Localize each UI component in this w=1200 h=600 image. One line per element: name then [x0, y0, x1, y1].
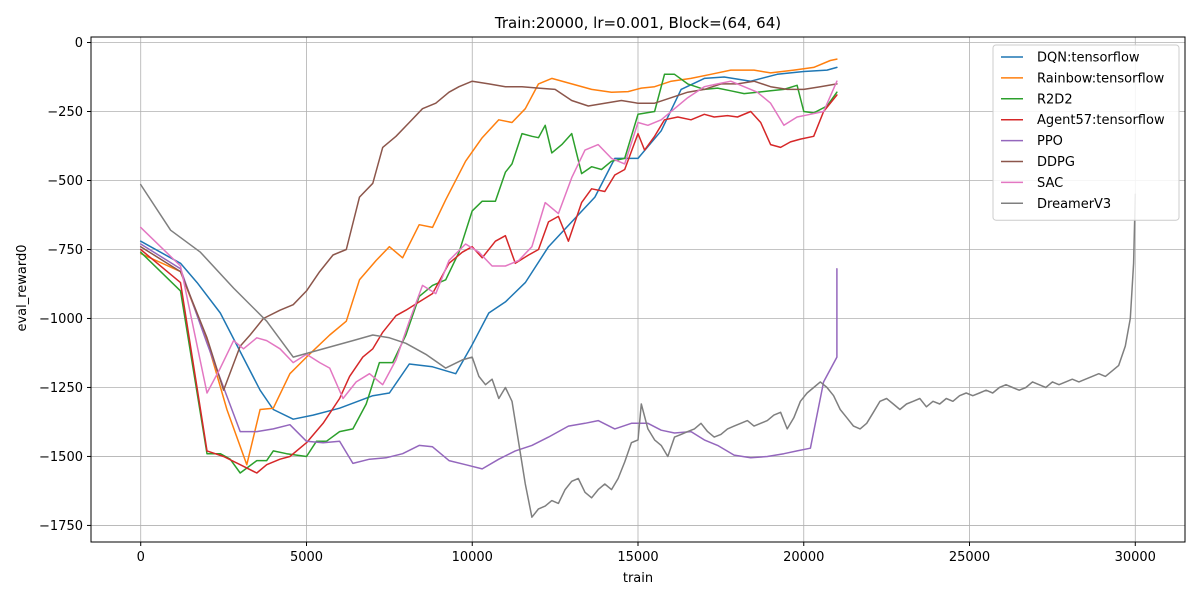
series-line-rainbow-tensorflow — [139, 58, 838, 466]
x-tick-label: 25000 — [949, 550, 990, 565]
y-tick-label: −1500 — [39, 450, 83, 465]
x-tick-label: 30000 — [1115, 550, 1156, 565]
series-line-dqn-tensorflow — [139, 66, 838, 420]
series-line-ddpg — [139, 80, 838, 391]
legend-box — [992, 44, 1180, 221]
series-line-r2d2 — [139, 73, 838, 474]
legend-label: Rainbow:tensorflow — [1037, 71, 1165, 86]
x-tick-label: 20000 — [783, 550, 824, 565]
y-tick-label: −750 — [47, 243, 83, 258]
y-tick-label: 0 — [75, 36, 83, 51]
x-tick-label: 15000 — [617, 550, 658, 565]
series-line-agent57-tensorflow — [139, 94, 838, 474]
series-line-sac — [139, 80, 838, 400]
x-tick-label: 0 — [137, 550, 145, 565]
y-tick-label: −250 — [47, 105, 83, 120]
legend-label: DDPG — [1037, 155, 1075, 170]
legend-label: SAC — [1037, 176, 1063, 191]
series-line-ppo — [139, 243, 838, 470]
y-tick-label: −1250 — [39, 381, 83, 396]
y-axis-title: eval_reward0 — [15, 244, 30, 331]
legend-label: DQN:tensorflow — [1037, 51, 1140, 66]
legend-label: Agent57:tensorflow — [1037, 113, 1165, 128]
y-tick-label: −1750 — [39, 519, 83, 534]
y-tick-label: −1000 — [39, 312, 83, 327]
chart-title: Train:20000, lr=0.001, Block=(64, 64) — [494, 14, 781, 32]
legend: DQN:tensorflow Rainbow:tensorflow R2D2 Agen… — [992, 44, 1180, 221]
axis-ticks: 0 5000 10000 15000 20000 25000 30000 −1750 −1500… — [39, 36, 1156, 565]
legend-label: DreamerV3 — [1037, 197, 1111, 212]
y-tick-label: −500 — [47, 174, 83, 189]
x-axis-title: train — [623, 571, 653, 586]
legend-label: R2D2 — [1037, 92, 1073, 107]
legend-label: PPO — [1037, 134, 1063, 149]
x-tick-label: 5000 — [290, 550, 323, 565]
x-tick-label: 10000 — [452, 550, 493, 565]
series-line-dreamerv3 — [139, 183, 1137, 518]
plot-series — [139, 58, 1137, 518]
